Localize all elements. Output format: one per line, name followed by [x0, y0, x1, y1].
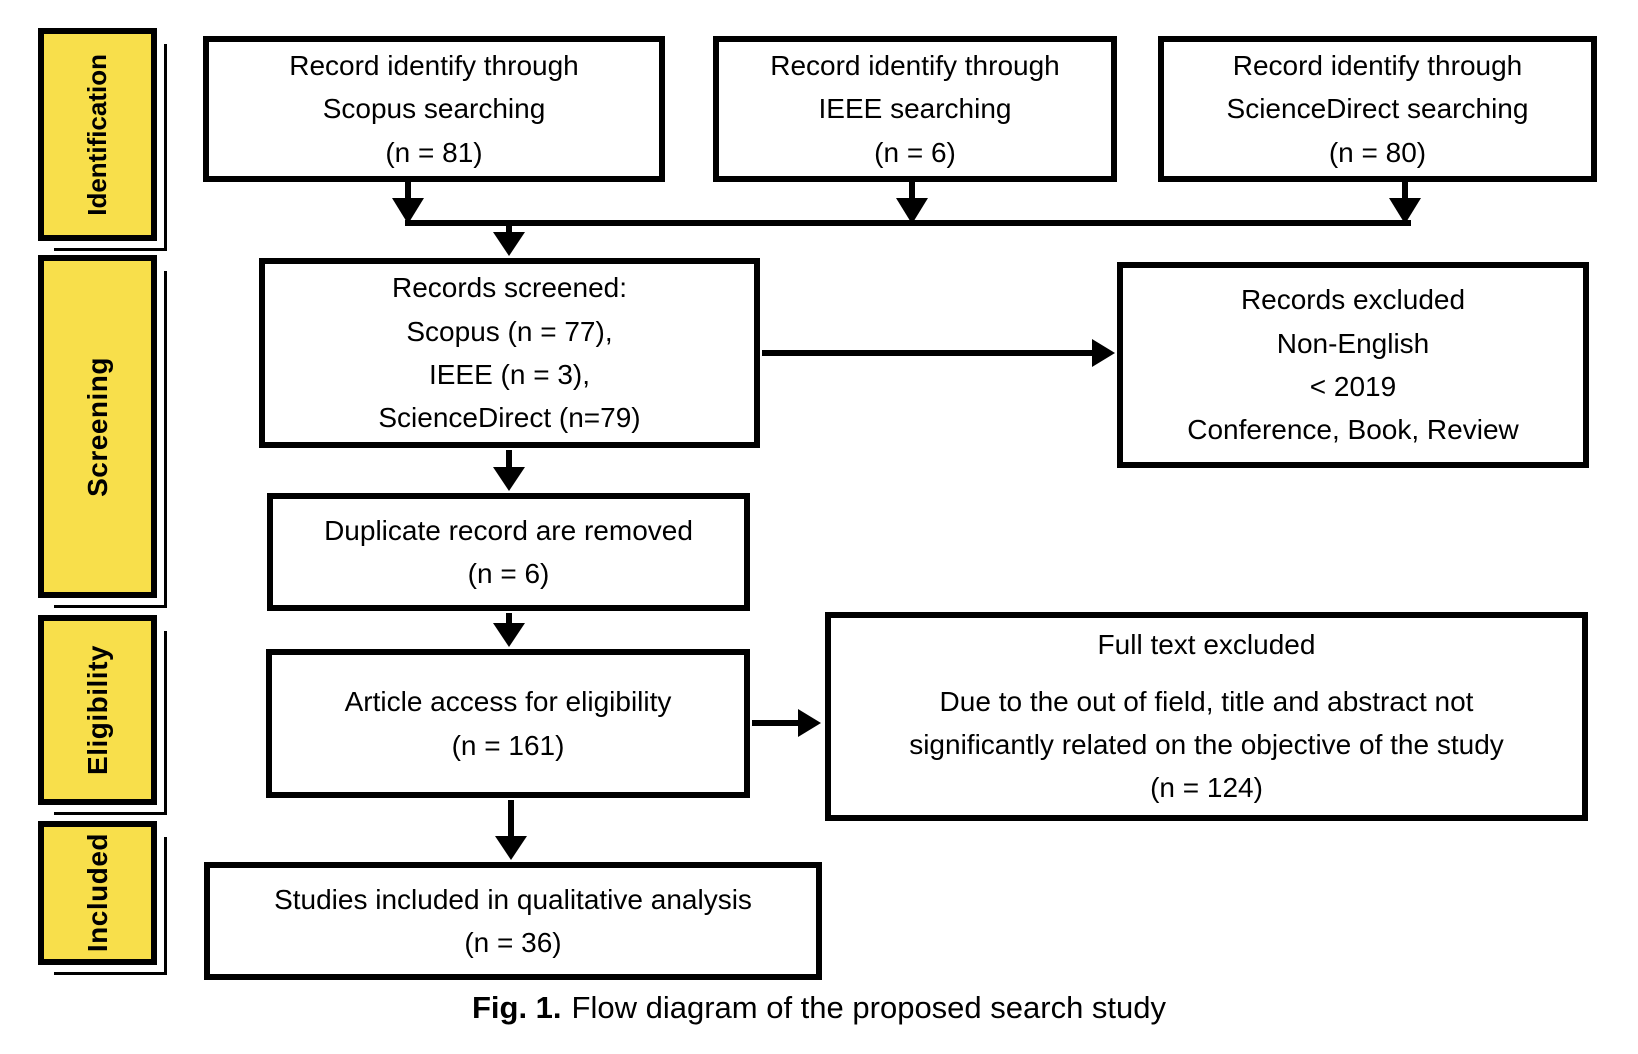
box-article-eligibility: Article access for eligibility (n = 161): [266, 649, 750, 798]
arrowhead-duplicate-to-eligibility: [493, 623, 525, 647]
arrow-eligibility-to-included: [508, 800, 514, 840]
box-studies-included: Studies included in qualitative analysis…: [204, 862, 822, 980]
box-line: significantly related on the objective o…: [909, 729, 1504, 760]
box-line: Records screened:: [391, 272, 627, 304]
box-line: Record identify through: [770, 49, 1060, 81]
box-duplicates-removed: Duplicate record are removed (n = 6): [267, 493, 750, 611]
arrow-duplicate-to-eligibility: [506, 613, 512, 627]
stage-band-eligibility: Eligibility: [38, 615, 157, 805]
box-line: IEEE (n = 3),: [428, 359, 591, 390]
box-heading: Full text excluded: [1097, 629, 1316, 661]
stage-label-screening: Screening: [81, 356, 113, 497]
box-line: Conference, Book, Review: [1187, 414, 1519, 446]
arrow-scopus-down: [405, 179, 411, 203]
box-line: ScienceDirect (n=79): [378, 402, 641, 434]
box-line: Scopus searching: [322, 93, 546, 125]
box-line: Article access for eligibility: [344, 686, 672, 718]
box-line: < 2019: [1309, 371, 1397, 402]
arrow-sciencedirect-down: [1402, 179, 1408, 203]
stage-band-identification: Identification: [38, 28, 157, 241]
arrow-eligibility-to-fulltext: [752, 720, 804, 726]
box-line: (n = 6): [467, 558, 550, 589]
box-line: Records excluded: [1240, 284, 1466, 316]
arrowhead-sciencedirect-down: [1389, 198, 1421, 224]
stage-label-identification: Identification: [82, 53, 112, 216]
box-line: Record identify through: [1232, 49, 1523, 81]
collector-line: [405, 220, 1411, 226]
box-fulltext-excluded: Full text excluded Due to the out of fie…: [825, 612, 1588, 821]
arrowhead-eligibility-to-included: [495, 836, 527, 860]
box-line: (n = 161): [451, 729, 565, 761]
box-line: (n = 124): [1150, 772, 1263, 804]
arrowhead-screened-to-duplicate: [493, 467, 525, 491]
arrowhead-screened-to-excluded: [1092, 339, 1115, 367]
arrowhead-eligibility-to-fulltext: [798, 709, 821, 737]
arrowhead-ieee-down: [896, 198, 928, 224]
box-ieee-search: Record identify through IEEE searching (…: [713, 36, 1117, 182]
arrow-to-screened: [506, 226, 512, 236]
box-line: Scopus (n = 77),: [406, 315, 613, 347]
stage-label-included: Included: [81, 833, 113, 953]
box-records-screened: Records screened: Scopus (n = 77), IEEE …: [259, 258, 760, 448]
box-records-excluded: Records excluded Non-English < 2019 Conf…: [1117, 262, 1589, 468]
box-line: Duplicate record are removed: [324, 514, 693, 546]
box-line: (n = 6): [874, 136, 956, 168]
box-line: (n = 80): [1328, 136, 1427, 168]
figure-caption: Fig. 1. Flow diagram of the proposed sear…: [0, 990, 1638, 1026]
arrowhead-to-screened: [493, 232, 525, 256]
box-line: Record identify through: [289, 49, 579, 81]
stage-band-screening: Screening: [38, 255, 157, 598]
box-line: Due to the out of field, title and abstr…: [939, 685, 1474, 717]
arrowhead-scopus-down: [392, 198, 424, 224]
figure-caption-label: Fig. 1.: [471, 990, 562, 1025]
arrow-ieee-down: [909, 179, 915, 203]
box-sciencedirect-search: Record identify through ScienceDirect se…: [1158, 36, 1597, 182]
box-line: ScienceDirect searching: [1226, 93, 1529, 125]
box-scopus-search: Record identify through Scopus searching…: [203, 36, 665, 182]
arrow-screened-to-excluded: [762, 350, 1098, 356]
box-line: (n = 81): [385, 136, 483, 168]
box-line: IEEE searching: [818, 93, 1012, 125]
arrow-screened-to-duplicate: [506, 450, 512, 470]
box-line: Non-English: [1276, 327, 1430, 359]
figure-caption-text: Flow diagram of the proposed search stud…: [571, 990, 1167, 1025]
box-line: Studies included in qualitative analysis: [274, 883, 752, 915]
stage-label-eligibility: Eligibility: [81, 645, 113, 775]
stage-band-included: Included: [38, 821, 157, 965]
box-line: (n = 36): [464, 927, 562, 958]
